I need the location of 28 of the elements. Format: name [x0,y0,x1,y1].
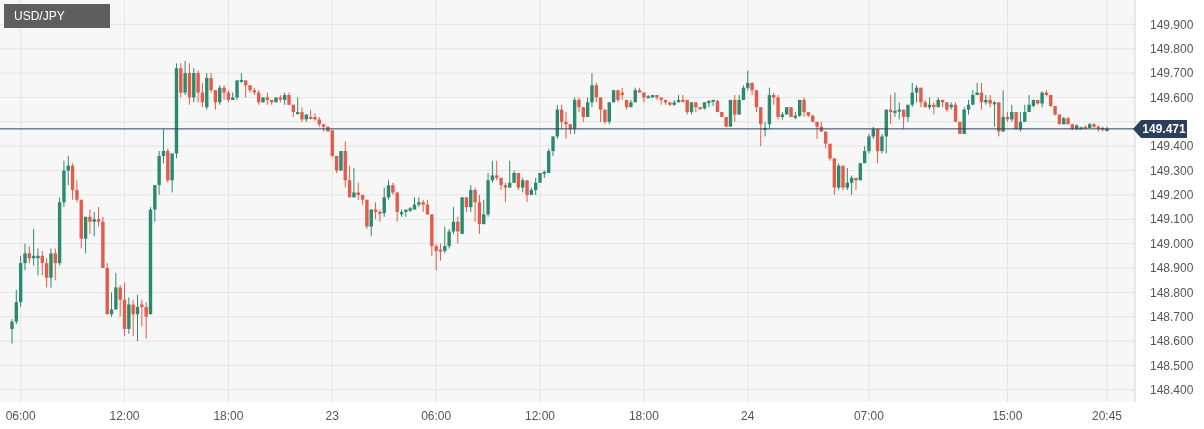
x-tick-label: 15:00 [992,409,1023,423]
y-tick-label: 148.500 [1150,358,1194,373]
x-tick-label: 24 [741,409,755,423]
y-tick-label: 149.800 [1150,41,1194,56]
y-tick-label: 149.700 [1150,66,1194,81]
y-tick-label: 149.000 [1150,236,1194,251]
x-tick-label: 18:00 [628,409,660,423]
y-tick-label: 149.100 [1150,212,1194,227]
y-tick-label: 149.300 [1150,163,1194,178]
text: USD/JPY [14,9,65,24]
x-tick-label: 07:00 [853,409,885,423]
x-tick-label: 20:45 [1091,409,1123,423]
y-tick-label: 148.900 [1150,261,1194,276]
x-tick-label: 06:00 [421,409,452,423]
x-tick-label: 12:00 [109,409,140,423]
ref-line-label: 149.471 [1142,122,1187,137]
y-tick-label: 148.400 [1150,383,1194,398]
y-tick-label: 149.600 [1150,90,1194,105]
x-tick-label: 06:00 [5,409,36,423]
y-tick-label: 149.400 [1150,139,1194,154]
y-tick-label: 149.200 [1150,188,1194,203]
x-tick-label: 23 [325,409,340,423]
y-tick-label: 148.600 [1150,334,1194,349]
x-tick-label: 12:00 [525,409,556,423]
x-tick-label: 18:00 [213,409,244,423]
y-tick-label: 149.900 [1150,17,1194,32]
y-tick-label: 148.700 [1150,309,1194,324]
y-tick-label: 148.800 [1150,285,1194,300]
